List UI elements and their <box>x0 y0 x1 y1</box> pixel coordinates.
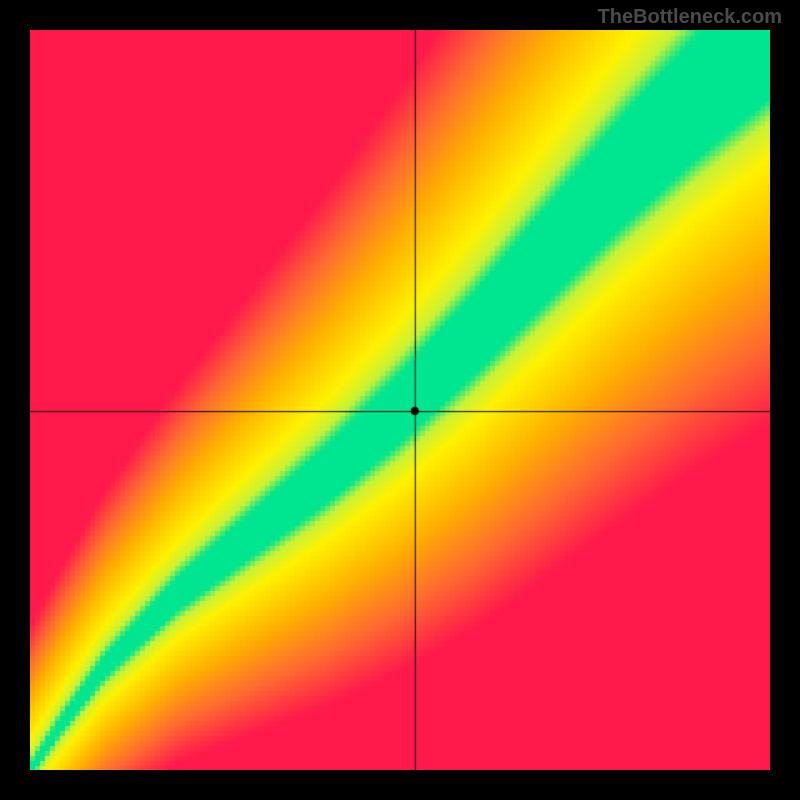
heatmap-plot-area <box>30 30 770 770</box>
bottleneck-heatmap <box>30 30 770 770</box>
watermark-text: TheBottleneck.com <box>598 6 782 29</box>
